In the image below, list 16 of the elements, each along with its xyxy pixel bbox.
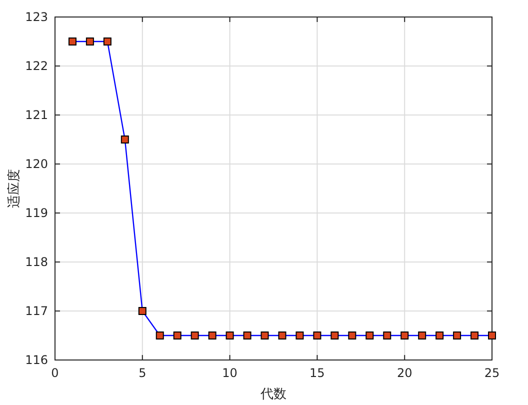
x-tick-label: 15 [310,366,325,380]
x-axis-title: 代数 [260,387,286,402]
y-tick-label: 121 [25,108,48,122]
x-tick-label: 5 [138,366,146,380]
x-tick-label: 25 [484,366,500,380]
x-tick-label: 10 [222,366,238,380]
x-tick-label: 0 [51,366,59,380]
y-tick-label: 122 [25,59,48,73]
y-axis-title: 适应度 [6,169,22,208]
x-tick-label: 20 [396,366,412,380]
y-tick-label: 119 [25,206,48,220]
y-tick-label: 116 [25,353,48,367]
y-tick-label: 118 [25,255,48,269]
y-tick-label: 120 [25,157,48,171]
y-tick-label: 123 [25,10,48,24]
y-tick-label: 117 [25,304,48,318]
